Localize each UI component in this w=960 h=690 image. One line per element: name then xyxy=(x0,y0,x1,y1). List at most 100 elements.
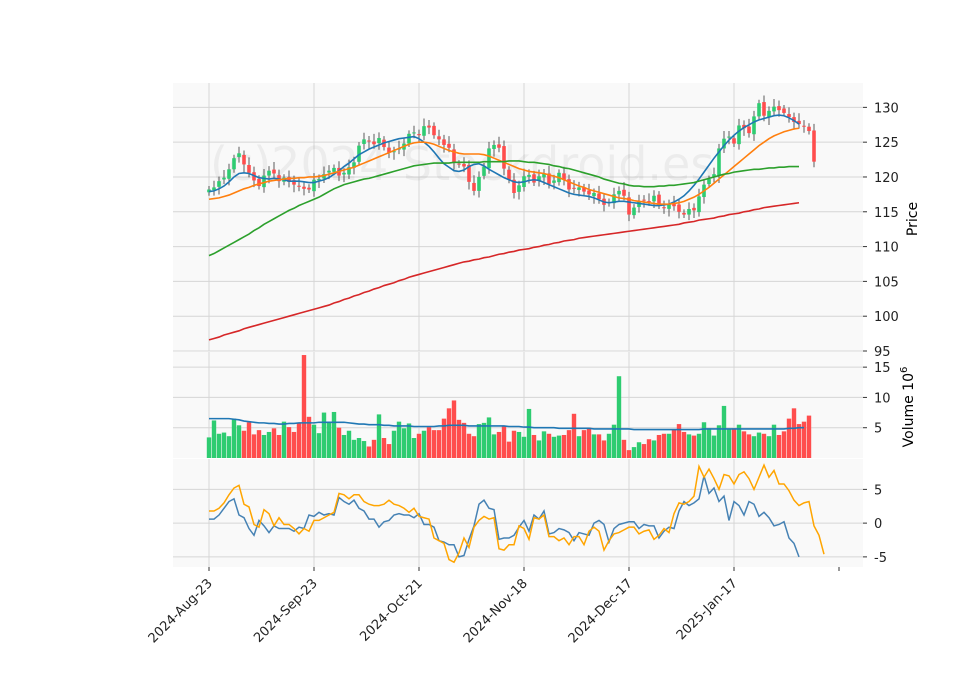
y-tick-label: -5 xyxy=(874,551,887,566)
candle-body xyxy=(552,180,556,183)
candle-body xyxy=(242,154,246,165)
volume-bar xyxy=(436,430,442,458)
volume-bar xyxy=(786,418,792,458)
volume-bar xyxy=(551,436,557,458)
volume-bar xyxy=(396,421,402,458)
volume-bar xyxy=(806,415,812,458)
moving-average-line xyxy=(208,160,799,257)
volume-bar xyxy=(241,430,247,458)
volume-bar xyxy=(616,376,622,458)
volume-bar xyxy=(686,434,692,458)
candle-body xyxy=(362,139,366,144)
volume-bar xyxy=(671,429,677,458)
volume-axis-label: Volume 106 xyxy=(899,367,917,448)
volume-bar xyxy=(326,422,332,458)
volume-bar xyxy=(631,447,637,458)
candle-body xyxy=(347,167,351,175)
candle-body xyxy=(567,179,571,190)
candle-body xyxy=(492,144,496,149)
candle-body xyxy=(582,187,586,192)
candle-body xyxy=(292,180,296,185)
candle-body xyxy=(622,189,626,196)
volume-bar xyxy=(401,428,407,458)
volume-bar xyxy=(431,430,437,458)
candle-body xyxy=(547,173,551,184)
candle-body xyxy=(302,186,306,189)
volume-bar xyxy=(696,433,702,458)
volume-bar xyxy=(231,418,237,458)
volume-bar xyxy=(701,422,707,458)
candle-body xyxy=(642,199,646,201)
candle-body xyxy=(497,144,501,148)
candle-body xyxy=(317,179,321,181)
candle-body xyxy=(222,177,226,180)
candle-body xyxy=(647,201,651,203)
volume-bar xyxy=(351,439,357,458)
candle-body xyxy=(527,174,531,177)
y-tick-label: 115 xyxy=(874,206,899,221)
candle-body xyxy=(342,172,346,175)
price-y-axis: 95 100 105 110 115 120 125 130 xyxy=(863,101,899,360)
candle-body xyxy=(687,208,691,215)
volume-bar xyxy=(336,427,342,458)
candle-body xyxy=(357,145,361,162)
candle-body xyxy=(297,185,301,187)
candle-body xyxy=(447,143,451,148)
volume-bar xyxy=(221,432,227,458)
volume-bar xyxy=(751,436,757,458)
candle-body xyxy=(572,187,576,189)
volume-bar xyxy=(451,400,457,458)
volume-bar xyxy=(641,444,647,458)
volume-bar xyxy=(516,431,522,458)
candle-body xyxy=(407,133,411,144)
candle-body xyxy=(332,167,336,172)
candle-body xyxy=(217,181,221,187)
volume-bar xyxy=(711,435,717,458)
candle-body xyxy=(467,164,471,182)
candle-body xyxy=(762,102,766,116)
y-tick-label: 105 xyxy=(874,275,899,290)
price-axis-label: Price xyxy=(905,202,921,236)
volume-bar xyxy=(346,430,352,458)
volume-bar xyxy=(611,424,617,458)
candle-body xyxy=(422,126,426,136)
candle-body xyxy=(587,190,591,195)
volume-bar xyxy=(646,439,652,458)
volume-bar xyxy=(236,425,242,458)
volume-bar xyxy=(311,424,317,458)
candle-body xyxy=(452,149,456,164)
candle-body xyxy=(667,204,671,209)
candle-body xyxy=(502,146,506,169)
volume-bar xyxy=(421,430,427,458)
volume-bar xyxy=(801,421,807,458)
candle-body xyxy=(772,106,776,112)
volume-bar xyxy=(586,427,592,458)
candle-body xyxy=(257,178,261,187)
candle-body xyxy=(752,116,756,135)
candle-body xyxy=(537,176,541,181)
candle-body xyxy=(227,169,231,179)
volume-bar xyxy=(211,420,217,458)
volume-bar xyxy=(546,433,552,458)
volume-bar xyxy=(206,437,212,458)
volume-bar xyxy=(276,434,282,458)
y-tick-label: 10 xyxy=(874,391,891,406)
y-tick-label: 5 xyxy=(874,483,882,498)
volume-bar xyxy=(411,438,417,458)
candle-body xyxy=(267,170,271,176)
candle-body xyxy=(652,195,656,202)
y-tick-label: 120 xyxy=(874,171,899,186)
candle-body xyxy=(377,137,381,144)
indicator-line xyxy=(209,463,825,564)
volume-bar xyxy=(581,430,587,458)
volume-bar xyxy=(376,414,382,458)
volume-bar xyxy=(291,431,297,458)
volume-bar xyxy=(391,430,397,458)
volume-bar xyxy=(561,434,567,458)
volume-bar xyxy=(321,412,327,458)
volume-bar xyxy=(536,440,542,458)
volume-bar xyxy=(746,434,752,458)
volume-bar xyxy=(386,444,392,458)
candle-body xyxy=(442,139,446,145)
